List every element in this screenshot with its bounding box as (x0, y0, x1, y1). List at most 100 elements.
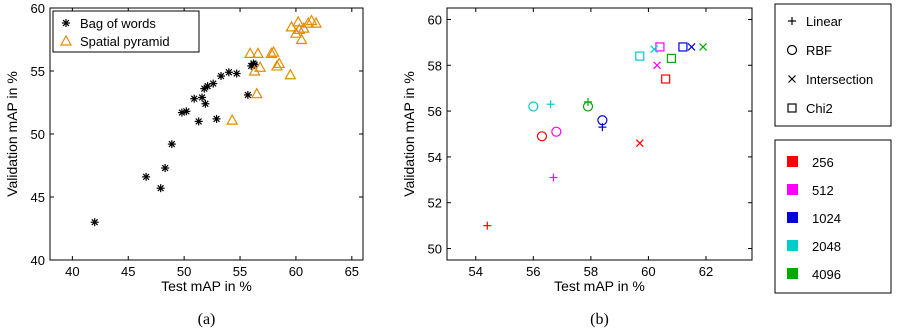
bag-of-words-point (142, 172, 151, 181)
y-tick-label: 60 (428, 12, 442, 27)
chart-b-point-cross (687, 43, 696, 51)
bag-of-words-point (198, 93, 207, 102)
spatial-pyramid-point (244, 47, 257, 58)
marker-legend-label: Linear (806, 14, 843, 29)
plus-legend-icon (788, 17, 796, 25)
chart-b-point-cross (699, 43, 708, 51)
circle-legend-icon (786, 44, 798, 56)
chart-a: 40 45 50 55 60 65 40 45 50 55 60 Test mAP in % Val… (4, 1, 364, 328)
legend-label: Bag of words (80, 16, 156, 31)
chart-b-point-circle (551, 126, 562, 137)
x-tick-label: 50 (177, 264, 191, 279)
cross-legend-icon (788, 75, 796, 83)
bag-of-words-point (156, 184, 165, 193)
spatial-pyramid-point (265, 47, 278, 58)
chart-b-point-circle (528, 101, 539, 112)
chart-b-ticks: 54 56 58 60 62 50 52 54 56 58 60 (428, 8, 752, 279)
chart-a-ticks: 40 45 50 55 60 65 40 45 50 55 60 (31, 1, 363, 279)
bag-of-words-point (224, 68, 233, 77)
chart-b-point-circle (536, 131, 548, 142)
bag-of-words-point (90, 218, 99, 227)
bag-of-words-point (161, 164, 170, 173)
y-tick-label: 45 (31, 190, 45, 205)
chart-b-point-cross (650, 45, 659, 54)
spatial-pyramid-point (295, 33, 308, 45)
bag-of-words-point (182, 107, 191, 116)
spatial-pyramid-point (226, 113, 239, 125)
y-tick-label: 50 (31, 127, 45, 142)
spatial-pyramid-point (273, 57, 286, 69)
x-tick-label: 65 (345, 264, 359, 279)
spatial-pyramid-point (310, 16, 323, 28)
spatial-pyramid-point (267, 45, 280, 57)
bag-of-words-point (194, 117, 203, 126)
chart-b-point-square (678, 42, 688, 52)
y-tick-label: 56 (428, 104, 442, 119)
x-tick-label: 58 (584, 264, 598, 279)
legend-label: Spatial pyramid (80, 34, 170, 49)
y-tick-label: 55 (31, 64, 45, 79)
chart-a-x-axis-label: Test mAP in % (161, 278, 252, 294)
chart-b-point-square (661, 74, 671, 84)
x-tick-label: 60 (641, 264, 655, 279)
spatial-pyramid-point (250, 87, 263, 99)
x-tick-label: 56 (526, 264, 540, 279)
marker-legend-label: Intersection (806, 72, 873, 87)
bag-of-words-point (243, 90, 252, 99)
chart-b-point-circle (582, 101, 594, 112)
bag-of-words-point (190, 94, 199, 103)
y-tick-label: 58 (428, 58, 442, 73)
asterisk-legend-icon (62, 19, 70, 27)
chart-b-plot-area (446, 7, 753, 261)
spatial-pyramid-point (292, 15, 305, 27)
color-swatch (787, 156, 798, 167)
bag-of-words-point (201, 99, 210, 108)
color-swatch (787, 184, 798, 195)
color-legend-label: 256 (812, 155, 834, 170)
triangle-legend-icon (59, 34, 73, 46)
chart-a-legend: Bag of words Spatial pyramid (52, 10, 200, 53)
x-tick-label: 40 (65, 264, 79, 279)
marker-legend-label: Chi2 (806, 101, 833, 116)
y-tick-label: 54 (428, 150, 442, 165)
color-swatch (787, 240, 798, 251)
y-tick-label: 60 (31, 1, 45, 16)
bag-of-words-point (212, 114, 221, 123)
y-tick-label: 40 (31, 253, 45, 268)
spatial-pyramid-point (248, 64, 261, 76)
chart-b-color-legend: 256 512 1024 2048 4096 (774, 139, 892, 294)
chart-b-y-axis-label: Validation mAP in % (401, 71, 417, 197)
spatial-pyramid-point (270, 59, 283, 71)
marker-legend-box (774, 3, 892, 127)
chart-a-y-axis-label: Validation mAP in % (4, 71, 20, 197)
chart-b-points (483, 42, 708, 230)
chart-b-point-square (635, 51, 645, 61)
y-tick-label: 52 (428, 196, 442, 211)
chart-b-point-plus (546, 100, 555, 109)
square-legend-icon (787, 103, 797, 113)
color-swatch (787, 268, 798, 279)
color-swatch (787, 212, 798, 223)
chart-b-point-cross (653, 61, 661, 70)
spatial-pyramid-point (293, 23, 306, 35)
x-tick-label: 45 (121, 264, 135, 279)
bag-of-words-point (167, 140, 176, 149)
color-legend-label: 512 (812, 183, 834, 198)
spatial-pyramid-point (254, 60, 267, 72)
chart-a-caption: (a) (198, 311, 216, 328)
color-legend-label: 2048 (812, 239, 841, 254)
color-legend-label: 1024 (812, 211, 841, 226)
chart-b-point-square (666, 53, 677, 64)
color-legend-label: 4096 (812, 267, 841, 282)
bag-of-words-point (232, 69, 241, 78)
x-tick-label: 55 (233, 264, 247, 279)
legend-box (52, 10, 200, 53)
chart-b-point-circle (597, 115, 608, 126)
chart-b-point-plus (483, 221, 492, 230)
spatial-pyramid-point (251, 47, 264, 58)
chart-b: 54 56 58 60 62 50 52 54 56 58 60 Test mAP in % Val… (401, 3, 892, 328)
bag-of-words-point (209, 79, 218, 88)
x-tick-label: 62 (699, 264, 713, 279)
bag-of-words-point (217, 72, 226, 81)
